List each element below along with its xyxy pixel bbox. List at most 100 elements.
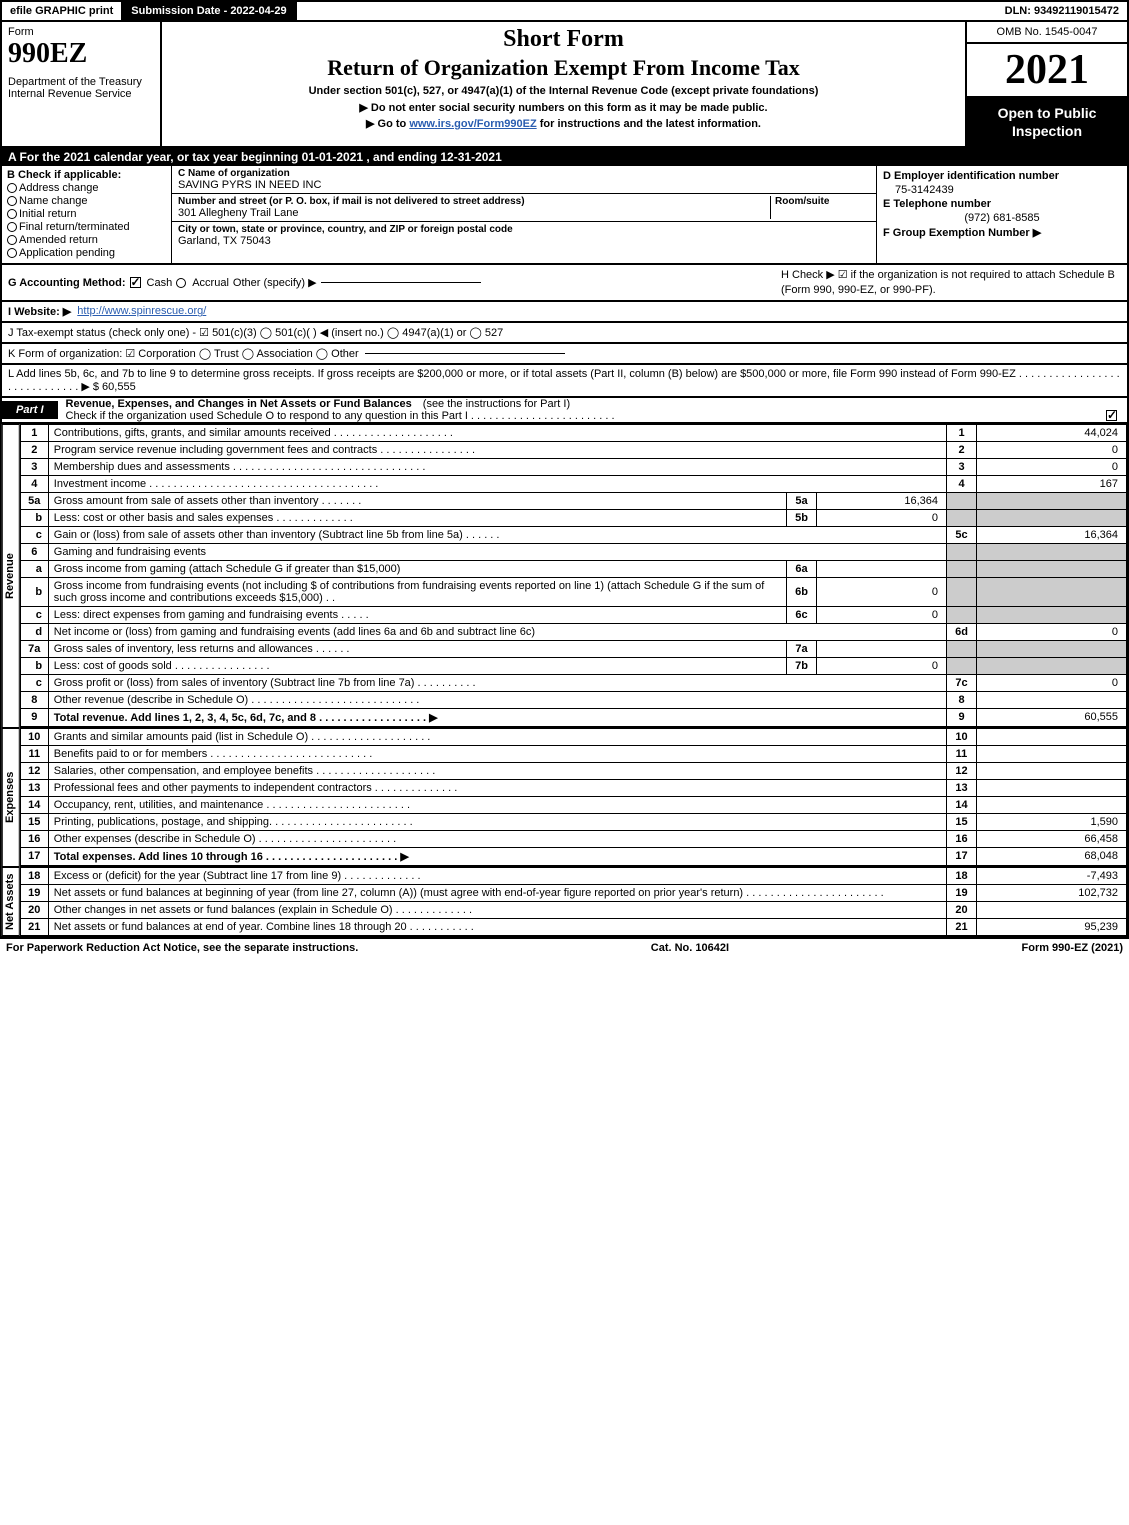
l7a-desc: Gross sales of inventory, less returns a…	[48, 640, 786, 657]
city: Garland, TX 75043	[178, 235, 870, 247]
row-h: H Check ▶ ☑ if the organization is not r…	[781, 268, 1121, 297]
chk-initial-return[interactable]: Initial return	[7, 208, 166, 220]
chk-amended-return-label: Amended return	[19, 234, 98, 246]
k-other-input[interactable]	[365, 353, 565, 354]
l6-rv-gray	[977, 543, 1127, 560]
website-link[interactable]: http://www.spinrescue.org/	[77, 305, 206, 317]
line-7a: 7aGross sales of inventory, less returns…	[20, 640, 1126, 657]
l6-num: 6	[20, 543, 48, 560]
l18-desc: Excess or (deficit) for the year (Subtra…	[48, 867, 946, 884]
chk-name-change[interactable]: Name change	[7, 195, 166, 207]
chk-accrual[interactable]	[176, 278, 186, 288]
g-accrual: Accrual	[192, 277, 229, 289]
l1-rn: 1	[947, 424, 977, 441]
l5c-num: c	[20, 526, 48, 543]
l14-rv	[977, 796, 1127, 813]
l18-num: 18	[20, 867, 48, 884]
top-bar: efile GRAPHIC print Submission Date - 20…	[0, 0, 1129, 22]
l5a-rn-gray	[947, 492, 977, 509]
l5b-rv-gray	[977, 509, 1127, 526]
chk-amended-return[interactable]: Amended return	[7, 234, 166, 246]
phone: (972) 681-8585	[883, 212, 1121, 224]
form-number: 990EZ	[8, 38, 154, 70]
l2-rn: 2	[947, 441, 977, 458]
l7a-num: 7a	[20, 640, 48, 657]
l5a-num: 5a	[20, 492, 48, 509]
efile-print[interactable]: efile GRAPHIC print	[2, 2, 123, 20]
chk-application-pending-label: Application pending	[19, 247, 115, 259]
l5b-rn-gray	[947, 509, 977, 526]
l5a-mv: 16,364	[817, 492, 947, 509]
l6c-mn: 6c	[787, 606, 817, 623]
submission-date: Submission Date - 2022-04-29	[123, 2, 296, 20]
line-8: 8Other revenue (describe in Schedule O) …	[20, 691, 1126, 708]
line-9: 9Total revenue. Add lines 1, 2, 3, 4, 5c…	[20, 708, 1126, 727]
line-6: 6Gaming and fundraising events	[20, 543, 1126, 560]
section-b-label: B Check if applicable:	[7, 169, 166, 181]
section-c: C Name of organization SAVING PYRS IN NE…	[172, 166, 877, 263]
l6b-num: b	[20, 577, 48, 606]
chk-initial-return-label: Initial return	[19, 208, 76, 220]
l21-rn: 21	[947, 918, 977, 935]
l11-rv	[977, 745, 1127, 762]
l19-rn: 19	[947, 884, 977, 901]
revenue-side-label: Revenue	[2, 424, 20, 728]
l10-rn: 10	[947, 728, 977, 745]
revenue-table: 1Contributions, gifts, grants, and simil…	[20, 424, 1127, 728]
l6d-rv: 0	[977, 623, 1127, 640]
irs-link[interactable]: www.irs.gov/Form990EZ	[409, 118, 536, 130]
g-label: G Accounting Method:	[8, 277, 126, 289]
part-1-checkbox[interactable]	[1106, 410, 1117, 421]
phone-label: E Telephone number	[883, 198, 991, 210]
l12-rn: 12	[947, 762, 977, 779]
l5b-mn: 5b	[787, 509, 817, 526]
k-text: K Form of organization: ☑ Corporation ◯ …	[8, 347, 359, 360]
l9-desc: Total revenue. Add lines 1, 2, 3, 4, 5c,…	[48, 708, 946, 727]
l6b-rn-gray	[947, 577, 977, 606]
l2-rv: 0	[977, 441, 1127, 458]
group-exemption-label: F Group Exemption Number ▶	[883, 227, 1041, 239]
l17-desc: Total expenses. Add lines 10 through 16 …	[48, 847, 946, 866]
part-1-check-line: Check if the organization used Schedule …	[66, 410, 1106, 422]
l12-rv	[977, 762, 1127, 779]
line-5a: 5aGross amount from sale of assets other…	[20, 492, 1126, 509]
chk-address-change[interactable]: Address change	[7, 182, 166, 194]
l14-rn: 14	[947, 796, 977, 813]
l8-desc: Other revenue (describe in Schedule O) .…	[48, 691, 946, 708]
row-i: I Website: ▶ http://www.spinrescue.org/	[0, 302, 1129, 323]
org-name-label: C Name of organization	[178, 168, 870, 179]
chk-cash[interactable]	[130, 277, 141, 288]
chk-address-change-label: Address change	[19, 182, 99, 194]
line-18: 18Excess or (deficit) for the year (Subt…	[20, 867, 1126, 884]
l1-rv: 44,024	[977, 424, 1127, 441]
part-1-title: Revenue, Expenses, and Changes in Net As…	[58, 398, 420, 410]
department: Department of the Treasury Internal Reve…	[8, 76, 154, 100]
section-a: A For the 2021 calendar year, or tax yea…	[0, 148, 1129, 166]
instr2-prefix: ▶ Go to	[366, 118, 409, 130]
l7c-rn: 7c	[947, 674, 977, 691]
l6b-rv-gray	[977, 577, 1127, 606]
instruction-2: ▶ Go to www.irs.gov/Form990EZ for instru…	[170, 117, 957, 130]
line-5b: bLess: cost or other basis and sales exp…	[20, 509, 1126, 526]
form-label: Form	[8, 26, 154, 38]
chk-application-pending[interactable]: Application pending	[7, 247, 166, 259]
l10-num: 10	[20, 728, 48, 745]
l4-rn: 4	[947, 475, 977, 492]
l8-rv	[977, 691, 1127, 708]
l6a-mv	[817, 560, 947, 577]
l6d-rn: 6d	[947, 623, 977, 640]
j-text: J Tax-exempt status (check only one) - ☑…	[8, 326, 503, 339]
line-17: 17Total expenses. Add lines 10 through 1…	[20, 847, 1126, 866]
tax-year: 2021	[967, 44, 1127, 98]
l13-rv	[977, 779, 1127, 796]
g-other-input[interactable]	[321, 282, 481, 283]
l16-num: 16	[20, 830, 48, 847]
org-name-row: C Name of organization SAVING PYRS IN NE…	[172, 166, 876, 194]
l18-rv: -7,493	[977, 867, 1127, 884]
l-text: L Add lines 5b, 6c, and 7b to line 9 to …	[8, 368, 1121, 393]
chk-final-return[interactable]: Final return/terminated	[7, 221, 166, 233]
l6c-rv-gray	[977, 606, 1127, 623]
line-6d: dNet income or (loss) from gaming and fu…	[20, 623, 1126, 640]
l9-rv: 60,555	[977, 708, 1127, 727]
header-center: Short Form Return of Organization Exempt…	[162, 22, 967, 146]
